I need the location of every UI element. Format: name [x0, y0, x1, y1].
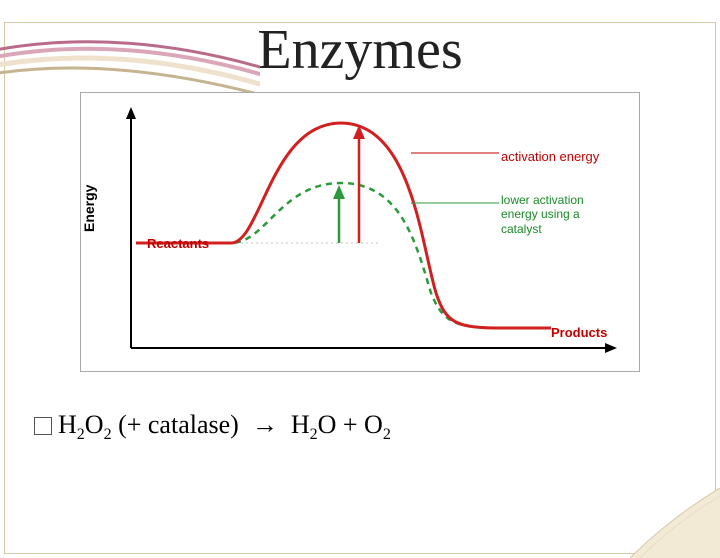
x-axis-arrow [605, 343, 617, 353]
corner-swoosh-decor [0, 18, 260, 98]
lower-activation-label: lower activation energy using a catalyst [501, 193, 584, 236]
y-axis-label: Energy [81, 185, 97, 232]
lower-activation-arrow [333, 185, 345, 243]
products-label: Products [551, 325, 607, 340]
reactants-label: Reactants [147, 236, 209, 251]
lower-label-line3: catalyst [501, 222, 542, 236]
corner-curl-decor [630, 488, 720, 558]
uncatalyzed-curve [136, 123, 551, 328]
activation-energy-label: activation energy [501, 149, 599, 164]
energy-diagram: Energy Reactants Products activation ene… [80, 92, 640, 372]
lower-label-line1: lower activation [501, 193, 584, 207]
activation-energy-arrow [353, 125, 365, 243]
y-axis-arrow [126, 107, 136, 119]
lower-label-line2: energy using a [501, 207, 580, 221]
catalyzed-curve [136, 183, 551, 328]
